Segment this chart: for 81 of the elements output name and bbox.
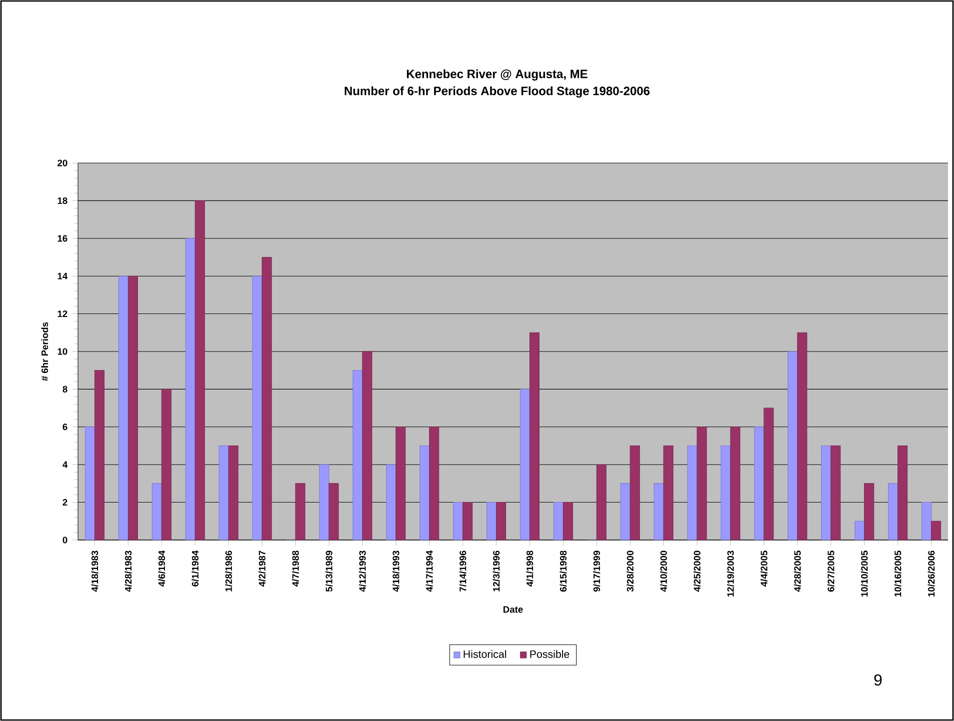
- y-tick-label: 6: [62, 424, 68, 430]
- bar: [922, 502, 932, 540]
- bar: [864, 483, 874, 540]
- bar: [386, 464, 396, 540]
- x-tick-label: 4/6/1984: [158, 550, 166, 587]
- y-tick-label: 18: [58, 197, 68, 204]
- bar: [161, 388, 172, 540]
- x-tick-label: 4/12/1993: [358, 550, 366, 592]
- bar: [620, 483, 630, 540]
- bar: [888, 483, 898, 540]
- x-tick-label: 4/7/1988: [292, 550, 299, 587]
- bar: [797, 332, 808, 540]
- x-axis-title: Date: [504, 606, 523, 613]
- x-tick-label: 6/27/2005: [827, 550, 834, 592]
- x-tick-label: 12/19/2003: [727, 550, 734, 597]
- chart-subtitle: Number of 6-hr Periods Above Flood Stage 1980-2006: [344, 86, 650, 98]
- bar: [453, 502, 464, 540]
- bar: [931, 520, 942, 540]
- x-tick-label: 3/28/2000: [626, 550, 634, 592]
- bar: [429, 426, 440, 540]
- bar: [486, 502, 497, 540]
- bar: [830, 445, 841, 540]
- x-tick-label: 6/1/1984: [192, 550, 199, 586]
- bar: [529, 332, 540, 540]
- legend-label: Possible: [530, 650, 570, 658]
- x-tick-label: 10/10/2005: [860, 550, 868, 597]
- y-tick-label: 0: [62, 536, 68, 544]
- x-tick-label: 4/10/2000: [660, 550, 668, 592]
- bar: [821, 445, 832, 540]
- y-tick-label: 12: [58, 310, 68, 318]
- bar: [854, 520, 865, 540]
- bar: [228, 445, 238, 540]
- x-tick-label: 4/17/1994: [426, 550, 433, 592]
- y-tick-label: 4: [62, 461, 68, 468]
- x-tick-label: 5/13/1989: [326, 550, 332, 592]
- bar: [396, 426, 406, 540]
- x-tick-label: 4/4/2005: [760, 550, 768, 587]
- y-tick-label: 2: [62, 499, 68, 506]
- chart-title: Kennebec River @ Augusta, ME: [406, 69, 588, 81]
- x-tick-label: 1/28/1986: [225, 550, 232, 592]
- x-tick-label: 12/3/1996: [492, 550, 500, 592]
- bar: [218, 445, 229, 540]
- bar: [420, 445, 430, 540]
- y-tick-label: 8: [62, 386, 68, 392]
- x-tick-label: 4/28/2005: [794, 550, 801, 592]
- x-tick-label: 10/16/2005: [894, 550, 902, 597]
- x-tick-label: 4/1/1998: [526, 550, 534, 587]
- legend-label: Historical: [464, 650, 506, 658]
- x-tick-label: 4/18/1993: [392, 550, 400, 592]
- bar: [194, 200, 205, 540]
- bar: [553, 502, 564, 540]
- y-tick-label: 20: [58, 160, 68, 166]
- x-tick-label: 4/25/2000: [694, 550, 701, 592]
- bar: [496, 502, 506, 540]
- x-tick-label: 4/28/1983: [124, 550, 132, 592]
- text: 9: [874, 674, 882, 686]
- bar: [788, 351, 798, 540]
- bar: [185, 238, 196, 540]
- bar: [898, 445, 908, 540]
- bar: [663, 445, 674, 540]
- x-tick-label: 7/14/1996: [459, 550, 466, 592]
- x-tick-label: 4/18/1983: [91, 550, 98, 592]
- y-tick-label: 16: [58, 235, 68, 242]
- x-tick-label: 4/2/1987: [258, 550, 266, 587]
- bar: [630, 445, 640, 540]
- bar: [520, 388, 530, 540]
- y-axis-title: # 6hr Periods: [41, 322, 48, 381]
- bar: [84, 426, 96, 540]
- bar: [596, 464, 606, 540]
- bar: [128, 276, 138, 540]
- y-tick-label: 10: [58, 348, 68, 355]
- bar: [118, 276, 128, 540]
- x-tick-label: 10/26/2006: [928, 550, 935, 597]
- bar: [152, 483, 162, 540]
- x-tick-label: 9/17/1999: [593, 550, 600, 592]
- bar: [462, 502, 473, 540]
- x-tick-label: 6/15/1998: [560, 550, 567, 592]
- y-tick-label: 14: [58, 272, 68, 280]
- bar: [654, 483, 664, 540]
- bar: [562, 502, 573, 540]
- bar: [94, 370, 105, 540]
